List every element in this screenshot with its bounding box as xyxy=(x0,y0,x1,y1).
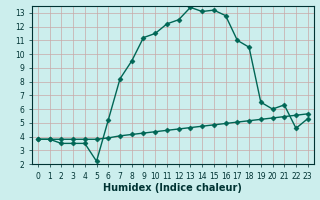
X-axis label: Humidex (Indice chaleur): Humidex (Indice chaleur) xyxy=(103,183,242,193)
